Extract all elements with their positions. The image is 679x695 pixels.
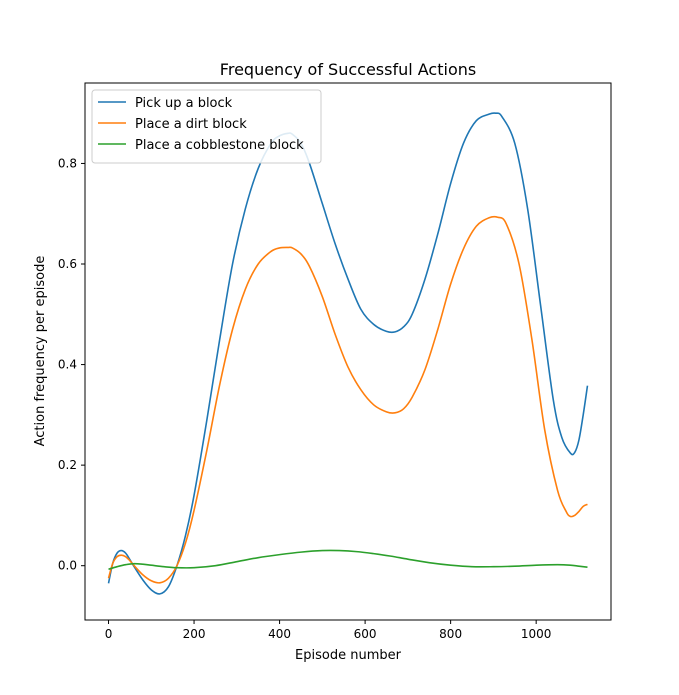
y-tick-label: 0.0: [58, 559, 77, 573]
legend-label: Place a cobblestone block: [135, 138, 304, 153]
x-tick-label: 200: [183, 627, 206, 641]
plot-area-frame: [84, 82, 612, 621]
x-tick-label: 600: [354, 627, 377, 641]
legend-label: Place a dirt block: [135, 117, 247, 132]
series-line-1: [107, 112, 589, 595]
series-line-3: [108, 549, 588, 570]
legend-box: [91, 89, 322, 164]
y-tick-label: 0.4: [58, 358, 77, 372]
x-tick-label: 800: [439, 627, 462, 641]
legend: Pick up a block Place a dirt block Place a…: [91, 89, 322, 164]
chart-title: Frequency of Successful Actions: [220, 60, 476, 79]
x-tick-label: 400: [268, 627, 291, 641]
y-tick-label: 0.8: [58, 156, 77, 170]
x-tick-label: 0: [105, 627, 113, 641]
x-axis-label: Episode number: [295, 648, 402, 663]
legend-label: Pick up a block: [135, 96, 233, 111]
y-tick-label: 0.6: [58, 257, 77, 271]
y-axis-label: Action frequency per episode: [33, 256, 48, 447]
series-line-2: [107, 215, 588, 584]
y-tick-label: 0.2: [58, 458, 77, 472]
series-layer: [107, 112, 589, 595]
ticks-layer: 0 200 400 600 800 1000 0.0 0.2 0.4 0.6 0.8: [58, 156, 552, 641]
x-tick-label: 1000: [521, 627, 552, 641]
